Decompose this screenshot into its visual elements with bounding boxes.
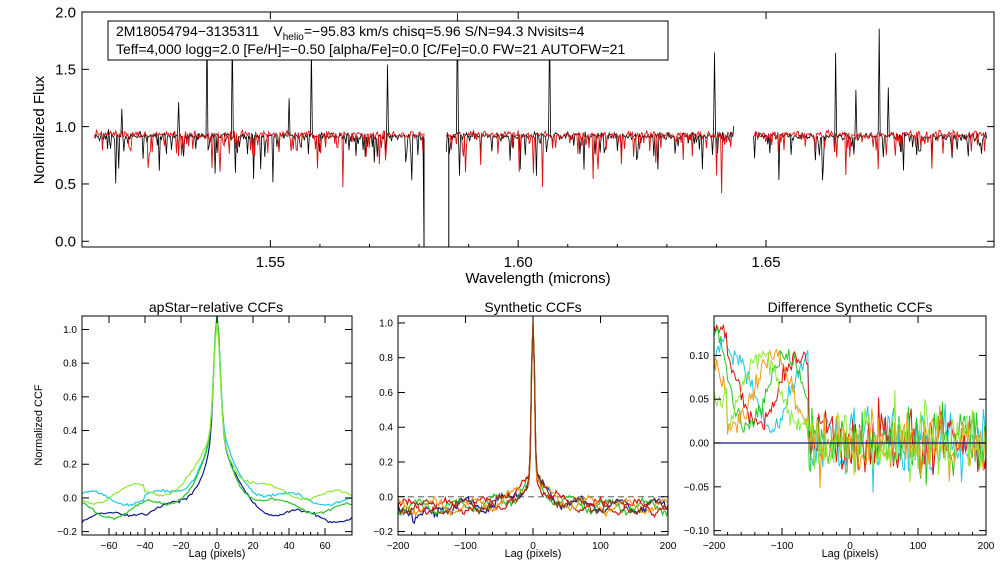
ytick-label: 0.05 [690,395,710,406]
xtick-label: 0 [530,541,536,552]
synthetic-ccf-title: Synthetic CCFs [484,299,581,315]
ytick-label: 1.5 [55,62,76,79]
ytick-label: 0.4 [63,426,77,437]
apstar-ccf-panel: apStar−relative CCFs −60 −40 −20 0 20 40 60 −0.… [33,299,353,560]
spectrum-plot-frame [81,11,995,248]
annotation-v-prefix: V [273,23,283,39]
spectrum-xlabel: Wavelength (microns) [465,270,610,287]
difference-ccf-series-layer [713,324,987,493]
ytick-label: 0.10 [690,351,710,362]
ytick-label: 0.0 [55,234,76,251]
difference-ccf-panel: Difference Synthetic CCFs −200 −100 0 100 20… [684,299,995,560]
xtick-label: 200 [978,541,995,552]
apstar-ccf-title: apStar−relative CCFs [149,299,283,315]
ytick-label: −0.2 [57,527,77,538]
ytick-label: 1.0 [55,119,76,136]
annotation-frame [107,20,669,61]
synthetic-ccf-visit-3 [397,322,669,519]
ytick-label: 0.8 [63,359,77,370]
ytick-label: 1.0 [379,318,393,329]
xtick-label: 1.60 [504,254,533,271]
apstar-ccf-ticks: −60 −40 −20 0 20 40 60 −0.2 0.0 0.2 0.4 0.6 0.8 1.0 [57,316,352,552]
apstar-ccf-series-layer [81,315,353,524]
ytick-label: 0.2 [63,460,77,471]
spectrum-ticks: 1.55 1.60 1.65 0.0 0.5 1.0 1.5 2.0 [55,4,994,271]
ytick-label: 0.2 [379,458,393,469]
apstar-ccf-visit-4 [81,322,353,505]
xtick-label: −40 [137,541,154,552]
ytick-label: −0.10 [684,526,710,537]
xtick-label: −100 [771,541,794,552]
xtick-label: 1.55 [256,254,285,271]
synthetic-ccf-visit-2 [397,322,669,518]
synthetic-ccf-visit-4 [397,322,668,518]
annotation-line-2: Teff=4,000 logg=2.0 [Fe/H]=−0.50 [alpha/… [116,41,625,57]
synthetic-ccf-xlabel: Lag (pixels) [505,548,562,560]
synthetic-ccf-series-layer [397,322,669,525]
ytick-label: 0.00 [690,439,710,450]
apstar-ccf-xlabel: Lag (pixels) [189,548,246,560]
ytick-label: 0.6 [379,388,393,399]
annotation-v-subscript: helio [283,32,305,43]
xtick-label: 0 [847,541,853,552]
synthetic-ccf-visit-1 [397,322,669,525]
apstar-ccf-visit-1 [81,315,353,524]
ytick-label: 0.6 [63,392,77,403]
ytick-label: 0.0 [63,493,77,504]
spectrum-annotation-box: 2M18054794−3135311 Vhelio=−95.83 km/s chi… [107,20,669,61]
difference-ccf-visit-1 [713,334,987,493]
xtick-label: −200 [387,541,410,552]
difference-ccf-ticks: −200 −100 0 100 200 −0.10 −0.05 0.00 0.05 0.10 [684,316,995,552]
xtick-label: −200 [703,541,726,552]
xtick-label: 20 [247,541,259,552]
spectrum-line-synthetic [93,128,987,194]
synthetic-ccf-panel: Synthetic CCFs −200 −100 0 100 200 −0.2 0.0 0.2… [373,299,677,560]
annotation-star-id: 2M18054794−3135311 [116,23,260,39]
difference-ccf-xlabel: Lag (pixels) [822,548,879,560]
synthetic-ccf-ticks: −200 −100 0 100 200 −0.2 0.0 0.2 0.4 0.6 0.8 1.0 [373,316,677,552]
xtick-label: −100 [454,541,477,552]
ytick-label: 1.0 [63,325,77,336]
spectrum-series-layer [93,13,987,247]
xtick-label: −20 [173,541,190,552]
ytick-label: −0.05 [684,482,710,493]
synthetic-ccf-combined [397,322,669,516]
spectrum-ylabel: Normalized Flux [31,75,48,184]
ytick-label: −0.2 [373,527,393,538]
xtick-label: 200 [660,541,677,552]
xtick-label: 1.65 [751,254,780,271]
xtick-label: 60 [319,541,331,552]
xtick-label: 100 [910,541,927,552]
difference-ccf-title: Difference Synthetic CCFs [768,299,933,315]
ytick-label: 0.4 [379,423,393,434]
xtick-label: −60 [101,541,118,552]
xtick-label: 100 [592,541,609,552]
spectrum-panel: 1.55 1.60 1.65 0.0 0.5 1.0 1.5 2.0 Wavelength (… [31,4,995,287]
annotation-v-values: =−95.83 km/s chisq=5.96 S/N=94.3 Nvisits… [304,23,585,39]
ytick-label: 2.0 [55,4,76,21]
apstar-ccf-visit-2 [81,315,353,507]
difference-ccf-visit-5 [713,349,987,483]
xtick-label: 40 [283,541,295,552]
ytick-label: 0.5 [55,176,76,193]
ytick-label: 0.0 [379,492,393,503]
ytick-label: 0.8 [379,353,393,364]
apstar-ccf-ylabel: Normalized CCF [33,384,45,466]
annotation-line-1: 2M18054794−3135311 Vhelio=−95.83 km/s chi… [116,23,585,43]
xtick-label: 0 [214,541,220,552]
